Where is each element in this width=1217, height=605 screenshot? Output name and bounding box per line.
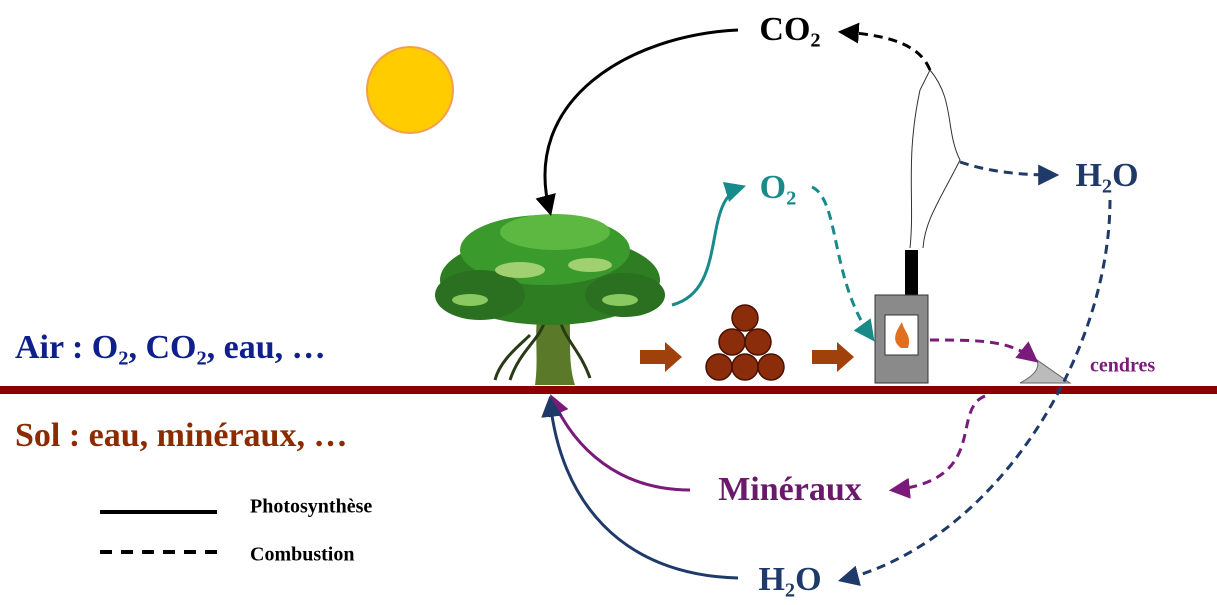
smoke <box>910 70 960 248</box>
soil-label: Sol : eau, minéraux, … <box>15 417 347 454</box>
stove <box>875 250 928 383</box>
legend: Photosynthèse Combustion <box>100 496 372 566</box>
h2o-label: H₂O <box>758 561 821 598</box>
h2o-label: H₂O <box>1075 157 1138 194</box>
minerals-label: Minéraux <box>718 471 862 508</box>
diagram: CO₂ O₂ H₂O Air : O₂, CO₂, eau, … Sol : e… <box>0 0 1217 605</box>
legend-label: Photosynthèse <box>250 496 372 518</box>
o2-label: O₂ <box>760 169 797 206</box>
co2-label: CO₂ <box>759 11 820 48</box>
legend-label: Combustion <box>250 544 354 566</box>
ash <box>1020 360 1070 383</box>
ash-label: cendres <box>1090 355 1155 377</box>
logs <box>706 305 784 380</box>
tree <box>435 214 665 385</box>
sun <box>367 47 453 133</box>
air-label: Air : O₂, CO₂, eau, … <box>15 329 326 366</box>
